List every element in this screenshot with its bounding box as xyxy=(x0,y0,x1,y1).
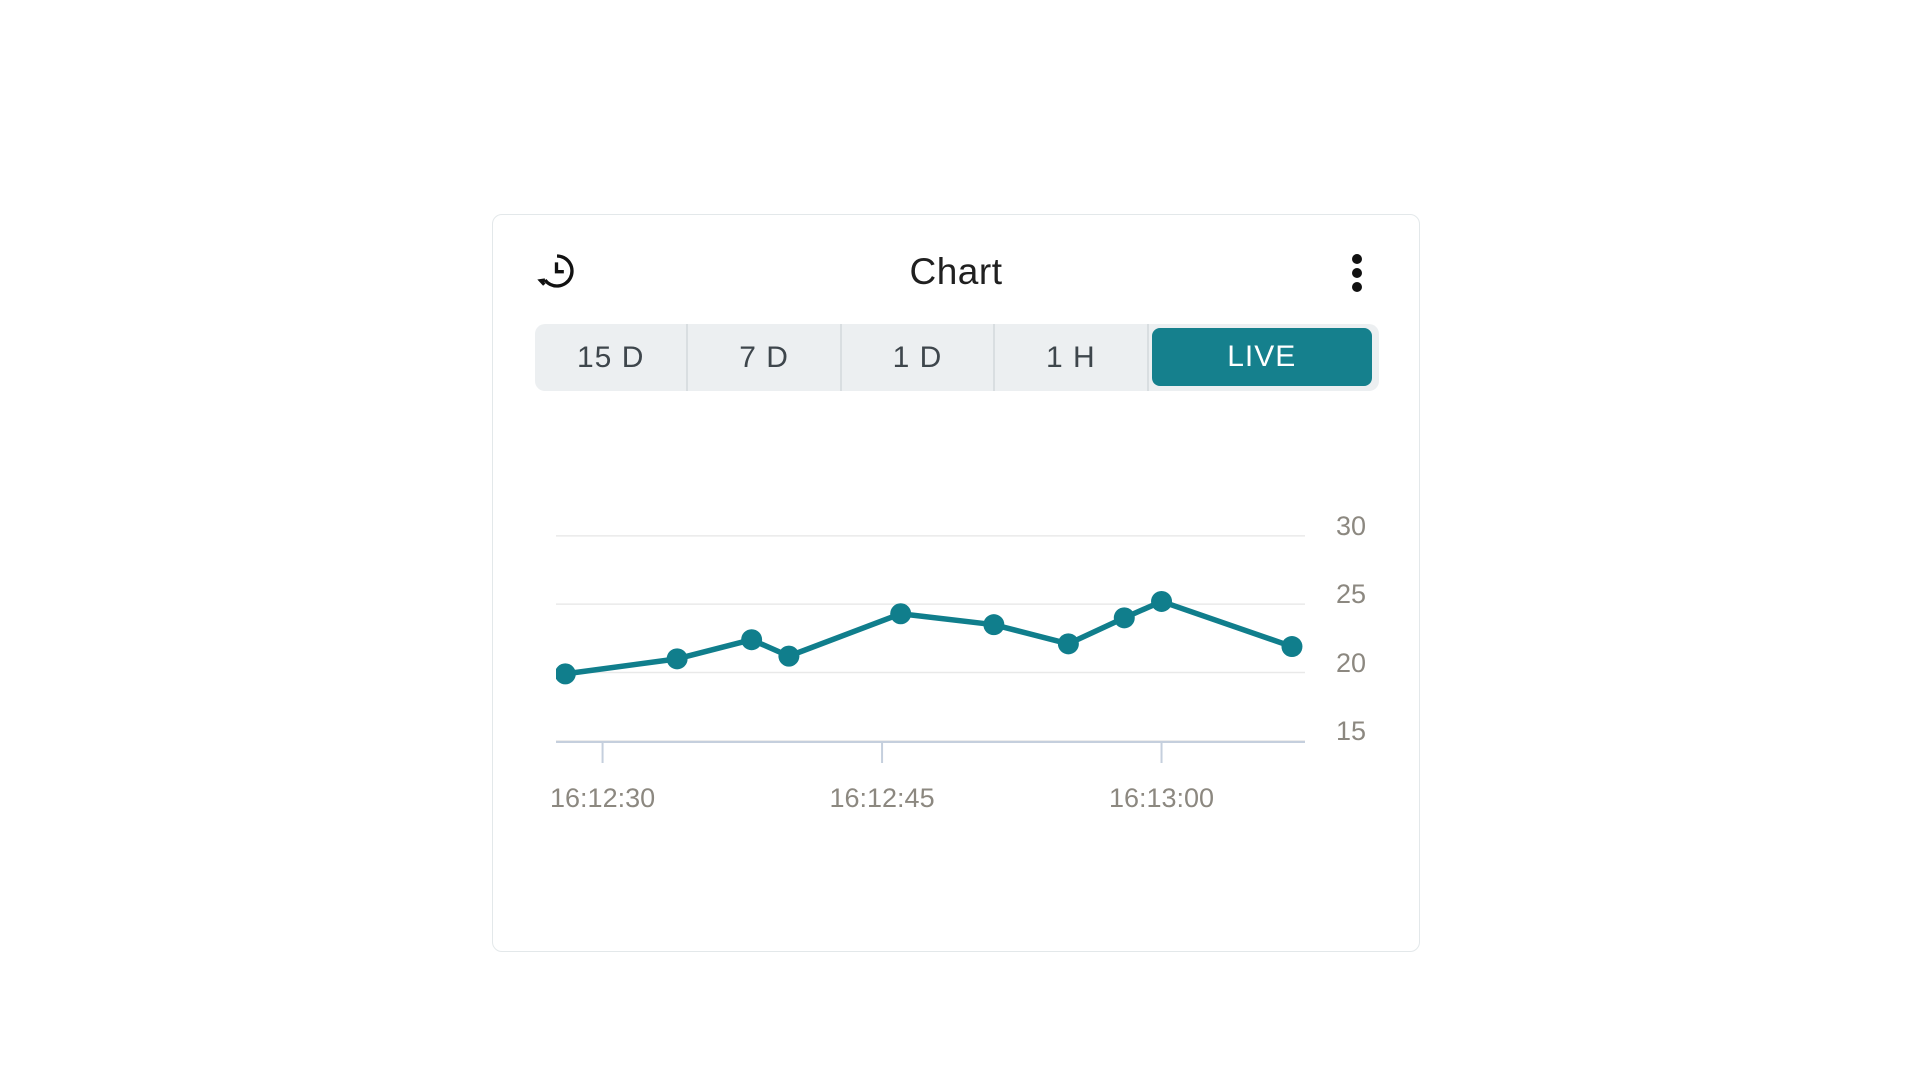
y-axis-labels: 15 20 25 30 xyxy=(1336,501,1416,761)
x-axis-labels: 16:12:30 16:12:45 16:13:00 xyxy=(493,784,1421,814)
history-button[interactable] xyxy=(529,243,585,299)
x-tick-label: 16:12:45 xyxy=(829,783,935,813)
range-button-15d[interactable]: 15 D xyxy=(535,324,689,391)
chart-plot-area[interactable] xyxy=(556,501,1305,781)
range-button-1h[interactable]: 1 H xyxy=(995,324,1149,391)
y-tick-label: 30 xyxy=(1336,510,1367,541)
kebab-dot xyxy=(1352,254,1362,264)
chart-widget-header: Chart xyxy=(493,215,1419,327)
history-icon xyxy=(537,251,577,291)
line-chart: 15 20 25 30 16:12:30 16:12:45 16:13:00 xyxy=(493,501,1421,831)
x-tick-label: 16:12:30 xyxy=(550,783,656,813)
kebab-dot xyxy=(1352,268,1362,278)
range-button-1d[interactable]: 1 D xyxy=(842,324,996,391)
y-tick-label: 15 xyxy=(1336,715,1367,746)
y-tick-label: 20 xyxy=(1336,647,1367,678)
range-button-live[interactable]: LIVE xyxy=(1151,328,1372,386)
kebab-menu-icon[interactable] xyxy=(1337,245,1377,301)
time-range-selector: 15 D 7 D 1 D 1 H LIVE xyxy=(535,324,1379,391)
page-title: Chart xyxy=(909,251,1003,292)
x-tick-label: 16:13:00 xyxy=(1108,783,1215,813)
chart-widget-card: Chart 15 D 7 D 1 D 1 H LIVE 15 20 25 30 16:… xyxy=(492,214,1420,952)
y-tick-label: 25 xyxy=(1336,579,1367,610)
range-button-7d[interactable]: 7 D xyxy=(688,324,842,391)
kebab-dot xyxy=(1352,282,1362,292)
